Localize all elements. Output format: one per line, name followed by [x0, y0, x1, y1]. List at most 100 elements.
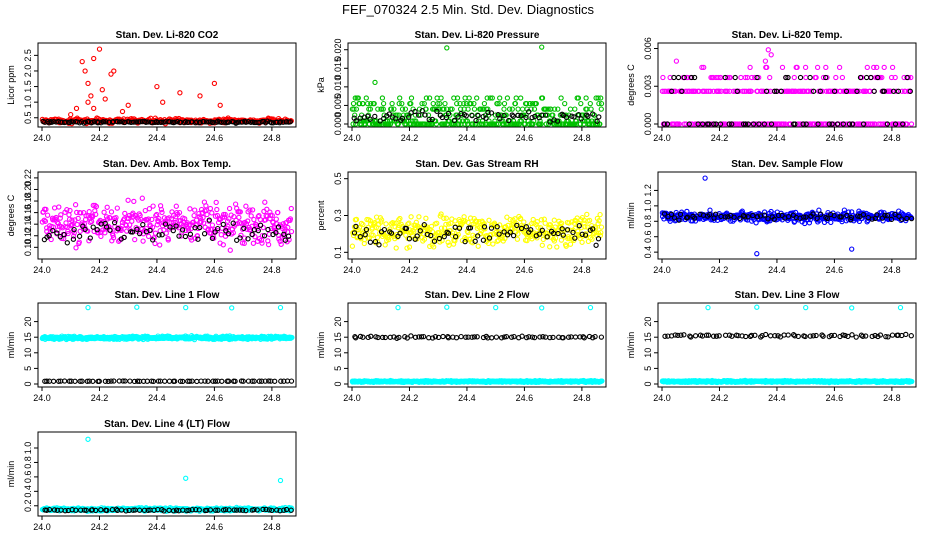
- data-point: [510, 113, 516, 119]
- data-point: [116, 119, 123, 125]
- data-point: [204, 211, 210, 218]
- data-point: [211, 80, 218, 87]
- data-point: [488, 110, 495, 116]
- panel-title: Stan. Dev. Li-820 Temp.: [732, 30, 843, 41]
- data-point: [389, 100, 395, 107]
- data-point: [464, 118, 471, 124]
- y-tick-label: 0.6: [23, 471, 33, 484]
- panel-title: Stan. Dev. Gas Stream RH: [415, 159, 538, 170]
- data-point: [154, 83, 160, 90]
- x-tick-label: 24.4: [148, 393, 166, 403]
- data-point: [754, 304, 760, 310]
- data-point: [470, 121, 476, 127]
- data-point: [173, 203, 179, 209]
- data-point: [889, 332, 896, 338]
- data-point: [539, 305, 545, 311]
- data-point: [598, 100, 605, 107]
- data-point: [805, 88, 812, 94]
- x-tick-label: 24.4: [768, 393, 786, 403]
- data-point: [367, 116, 373, 122]
- x-tick-label: 24.8: [263, 265, 281, 275]
- data-point: [551, 106, 558, 112]
- x-tick-label: 24.2: [711, 393, 729, 403]
- data-point: [393, 245, 399, 251]
- data-point: [445, 110, 452, 117]
- data-point: [503, 112, 509, 118]
- data-point: [547, 244, 553, 250]
- data-point: [523, 114, 529, 121]
- x-tick-label: 24.0: [33, 265, 51, 275]
- data-point: [807, 74, 813, 81]
- data-point: [531, 106, 538, 112]
- data-point: [393, 116, 399, 122]
- data-point: [454, 100, 460, 107]
- data-point: [367, 239, 374, 245]
- data-point: [871, 64, 877, 71]
- data-point: [833, 74, 839, 81]
- data-point: [125, 197, 131, 203]
- data-point: [506, 117, 512, 124]
- data-point: [584, 112, 590, 118]
- data-point: [396, 100, 402, 107]
- data-point: [598, 95, 604, 101]
- data-point: [182, 233, 189, 240]
- data-point: [908, 121, 915, 127]
- data-point: [194, 119, 200, 125]
- data-point: [350, 100, 357, 107]
- data-point: [562, 100, 568, 107]
- data-point: [273, 216, 279, 222]
- x-tick-label: 24.8: [573, 393, 591, 403]
- data-point: [412, 108, 418, 115]
- x-tick-label: 24.0: [33, 522, 51, 532]
- data-point: [150, 203, 156, 209]
- data-point: [461, 100, 467, 107]
- data-point: [732, 74, 738, 81]
- x-tick-label: 24.8: [263, 522, 281, 532]
- x-tick-label: 24.6: [516, 393, 534, 403]
- panel-title: Stan. Dev. Amb. Box Temp.: [103, 159, 231, 170]
- data-point: [587, 304, 594, 311]
- data-point: [567, 106, 574, 112]
- y-tick-label: 20: [23, 317, 33, 327]
- data-point: [501, 106, 507, 112]
- data-point: [849, 332, 855, 338]
- x-tick-label: 24.8: [573, 133, 591, 143]
- data-point: [533, 100, 539, 107]
- x-tick-label: 24.2: [91, 133, 109, 143]
- data-point: [277, 119, 284, 125]
- y-axis-label: Licor ppm: [6, 65, 16, 105]
- x-tick-label: 24.6: [206, 393, 224, 403]
- data-point: [597, 211, 603, 218]
- data-point: [383, 221, 389, 227]
- series-raw: [39, 46, 294, 127]
- data-point: [490, 241, 496, 247]
- data-point: [104, 204, 110, 210]
- data-point: [853, 334, 859, 340]
- data-point: [578, 116, 584, 122]
- data-point: [659, 88, 666, 94]
- data-point: [160, 119, 166, 125]
- data-point: [903, 331, 909, 338]
- y-tick-label: 20: [333, 317, 343, 327]
- data-point: [593, 242, 599, 248]
- y-axis-label: ml/min: [316, 332, 326, 359]
- y-axis-label: kPa: [316, 77, 326, 93]
- y-tick-label: 0.006: [643, 37, 653, 60]
- panel-boxtemp: Stan. Dev. Amb. Box Temp. degrees C 24.0 24…: [6, 159, 297, 275]
- data-point: [762, 58, 769, 64]
- data-point: [236, 214, 242, 221]
- y-axis-label: degrees C: [6, 194, 16, 236]
- data-point: [259, 240, 265, 246]
- data-point: [50, 378, 57, 384]
- data-point: [119, 108, 126, 115]
- data-point: [232, 201, 239, 207]
- data-point: [438, 95, 444, 101]
- data-point: [660, 74, 666, 81]
- data-point: [768, 52, 774, 58]
- x-tick-label: 24.4: [458, 133, 476, 143]
- data-point: [455, 114, 461, 120]
- data-point: [463, 113, 469, 119]
- x-tick-label: 24.6: [826, 265, 844, 275]
- x-tick-label: 24.8: [263, 393, 281, 403]
- data-point: [702, 175, 708, 181]
